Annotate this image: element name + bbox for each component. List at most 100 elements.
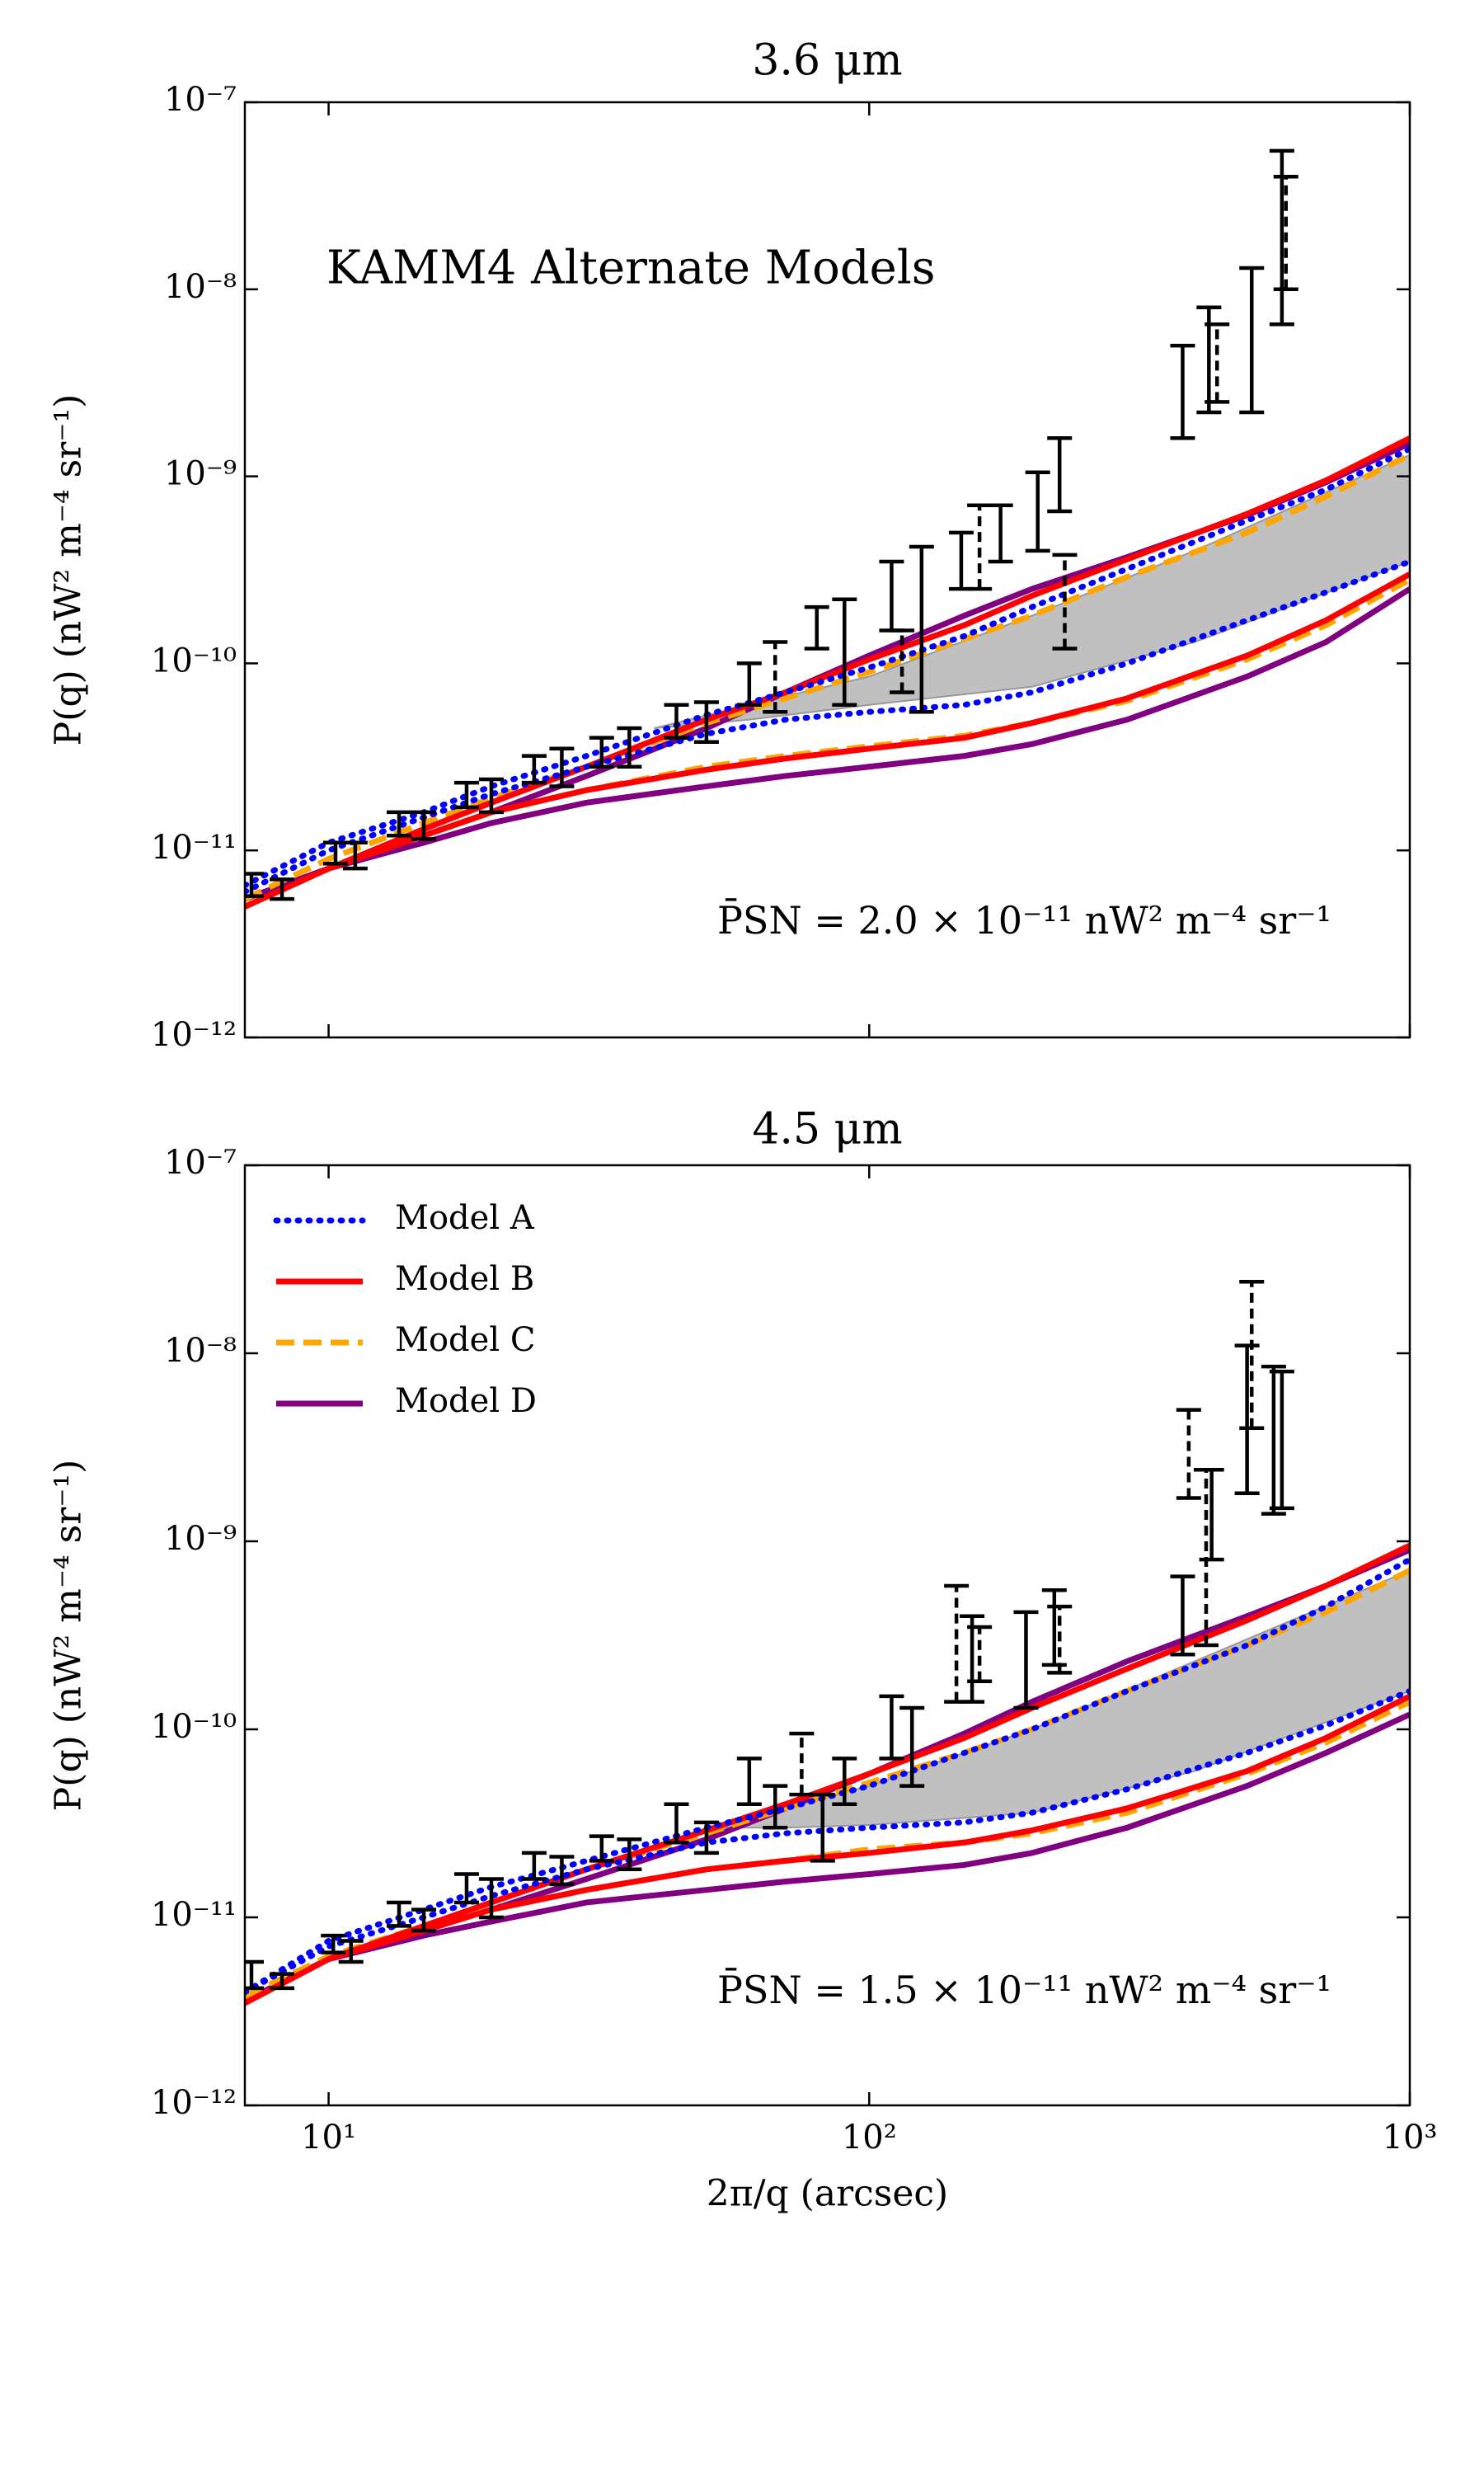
- panel-title: 4.5 μm: [752, 1105, 902, 1155]
- y-axis-label: P(q) (nW² m⁻⁴ sr⁻¹): [48, 1460, 90, 1812]
- annotation: KAMM4 Alternate Models: [326, 242, 935, 295]
- legend-label: Model D: [395, 1382, 537, 1420]
- panel-title: 3.6 μm: [752, 36, 902, 86]
- error-bar: [736, 661, 762, 707]
- y-tick-label: 10⁻¹²: [151, 2084, 237, 2122]
- y-tick-label: 10⁻¹⁰: [151, 1708, 237, 1746]
- error-bar: [1269, 148, 1294, 327]
- error-bar: [967, 503, 993, 591]
- error-bar: [321, 1933, 346, 1954]
- error-bar: [1047, 1604, 1073, 1675]
- error-bar: [478, 777, 504, 815]
- error-bar: [617, 1837, 642, 1872]
- error-bar: [1052, 553, 1078, 651]
- plot-frame: [243, 101, 1411, 1039]
- error-bar: [1269, 1369, 1294, 1511]
- error-bar: [890, 628, 915, 694]
- error-bar: [387, 1900, 412, 1928]
- error-bar: [693, 700, 719, 744]
- error-bar: [664, 703, 689, 740]
- y-tick-label: 10⁻⁷: [164, 1144, 237, 1182]
- y-tick-label: 10⁻⁷: [164, 81, 237, 119]
- model-line: [245, 1711, 1410, 2004]
- error-bar: [967, 1625, 993, 1684]
- error-bar: [988, 503, 1013, 564]
- plot-frame: [243, 1164, 1411, 2107]
- model-line: [245, 586, 1410, 902]
- error-bar: [521, 754, 547, 785]
- y-tick-label: 10⁻¹¹: [151, 1896, 237, 1934]
- y-axis-label: P(q) (nW² m⁻⁴ sr⁻¹): [48, 394, 90, 746]
- model-line: [245, 571, 1410, 910]
- shaded-band: [654, 454, 1410, 730]
- plot-area: [245, 1280, 1410, 2006]
- error-bar: [245, 1959, 265, 1991]
- error-bar: [664, 1802, 689, 1845]
- error-bar: [1199, 1468, 1224, 1562]
- error-bar: [478, 1877, 504, 1920]
- error-bar: [763, 640, 788, 714]
- error-bar: [1025, 470, 1050, 553]
- error-bar: [1041, 1587, 1067, 1667]
- legend-label: Model A: [395, 1199, 535, 1237]
- error-bar: [832, 1757, 857, 1806]
- y-tick-label: 10⁻¹⁰: [151, 642, 237, 680]
- model-line: [245, 1542, 1410, 2006]
- error-bar: [338, 1939, 364, 1964]
- annotation: P̄SN = 1.5 × 10⁻¹¹ nW² m⁻⁴ sr⁻¹: [717, 1967, 1331, 2012]
- error-bar: [245, 872, 265, 898]
- error-bar: [589, 736, 614, 769]
- error-bar: [1273, 175, 1298, 292]
- model-line: [245, 1693, 1410, 2006]
- error-bar: [810, 1792, 835, 1863]
- model-line: [245, 1687, 1410, 1996]
- error-bar: [453, 780, 479, 810]
- error-bar: [693, 1820, 719, 1856]
- y-tick-label: 10⁻⁸: [164, 268, 237, 306]
- error-bar: [1176, 1408, 1201, 1500]
- error-bar: [589, 1834, 614, 1863]
- error-bar: [789, 1731, 815, 1797]
- error-bar: [1013, 1610, 1039, 1710]
- plot-area: [245, 148, 1410, 910]
- y-tick-label: 10⁻⁸: [164, 1332, 237, 1370]
- model-line: [245, 452, 1410, 902]
- panel: 10⁻¹² 10⁻¹¹ 10⁻¹⁰ 10⁻⁹ 10⁻⁸ 10⁻⁷ 3.6 μm P(q) (n…: [48, 36, 1411, 1054]
- annotation: P̄SN = 2.0 × 10⁻¹¹ nW² m⁻⁴ sr⁻¹: [717, 897, 1331, 943]
- error-bar: [763, 1784, 788, 1830]
- y-tick-label: 10⁻¹¹: [151, 829, 237, 867]
- y-tick-label: 10⁻⁹: [164, 1520, 237, 1558]
- model-line: [245, 1556, 1410, 1996]
- error-bar: [879, 559, 904, 633]
- error-bar: [1205, 322, 1230, 404]
- error-bar: [1239, 1280, 1265, 1430]
- error-bar: [1261, 1364, 1286, 1516]
- error-bar: [1239, 266, 1265, 415]
- error-bar: [832, 597, 857, 707]
- error-bar: [899, 1705, 925, 1788]
- error-bar: [342, 840, 368, 871]
- error-bar: [453, 1872, 479, 1905]
- error-bar: [736, 1757, 762, 1806]
- error-bar: [948, 530, 974, 591]
- model-line: [245, 576, 1410, 910]
- error-bar: [1234, 1343, 1260, 1496]
- error-bar: [1047, 436, 1073, 514]
- error-bar: [909, 544, 934, 714]
- error-bar: [944, 1583, 970, 1704]
- error-bar: [879, 1694, 904, 1761]
- error-bar: [411, 810, 437, 841]
- error-bar: [270, 1972, 295, 1991]
- error-bar: [411, 1907, 437, 1933]
- y-tick-label: 10⁻¹²: [151, 1016, 237, 1054]
- error-bar: [1170, 343, 1195, 440]
- error-bar: [804, 604, 829, 651]
- model-line: [245, 435, 1410, 910]
- legend-label: Model B: [395, 1260, 534, 1298]
- panel: 10⁻¹² 10⁻¹¹ 10⁻¹⁰ 10⁻⁹ 10⁻⁸ 10⁻⁷ 10¹ 10² 10³ 4.5 …: [48, 1105, 1438, 2215]
- error-bar: [1170, 1574, 1195, 1657]
- x-axis-label: 2π/q (arcsec): [707, 2173, 948, 2215]
- x-tick-label: 10¹: [301, 2119, 356, 2157]
- error-bar: [549, 746, 575, 788]
